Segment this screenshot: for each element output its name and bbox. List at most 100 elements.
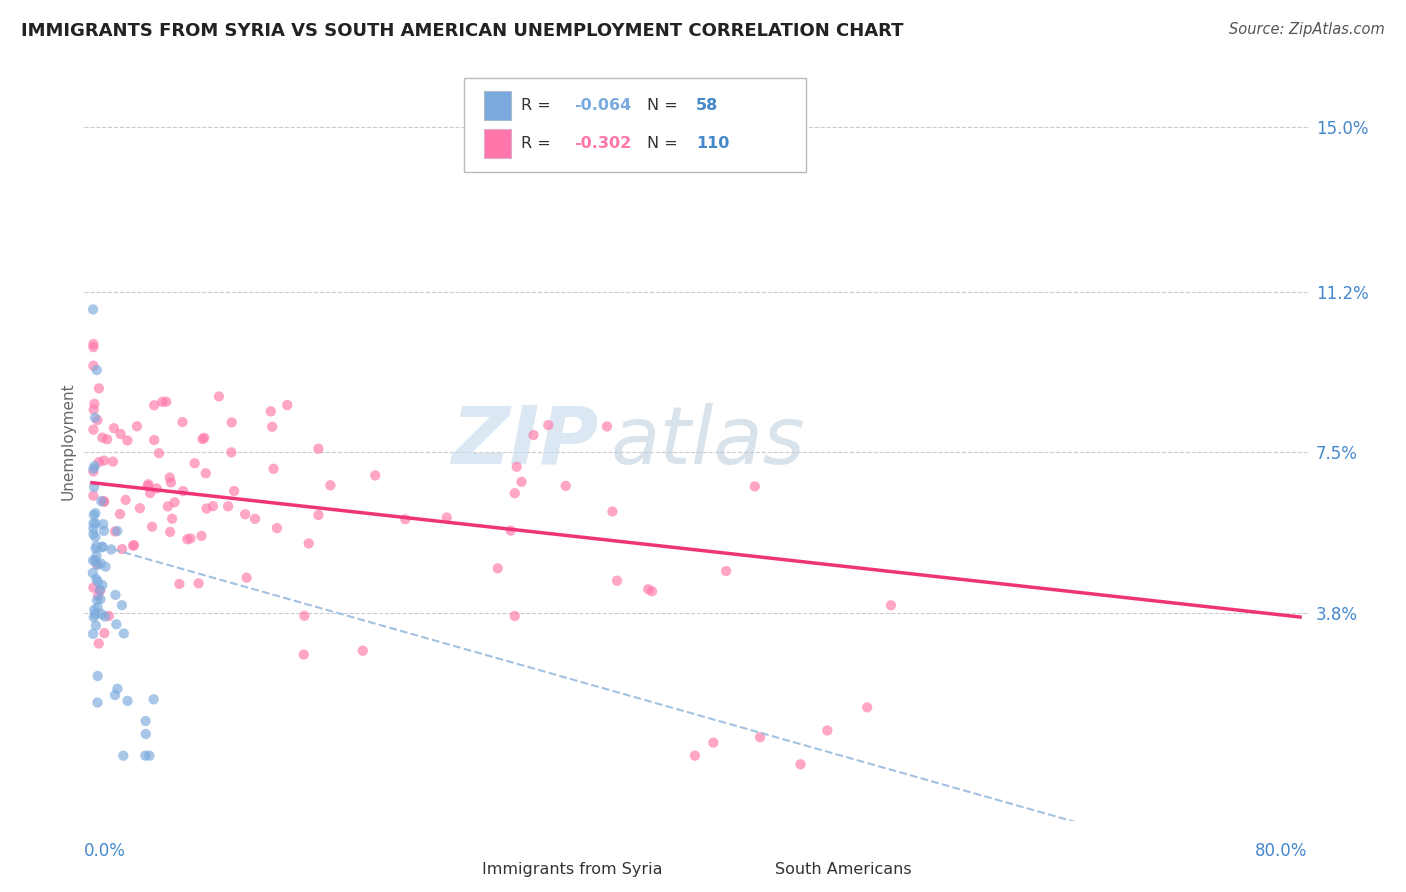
Point <box>224 484 246 499</box>
Point <box>138 748 160 763</box>
Point <box>499 524 522 538</box>
Point <box>86 413 108 427</box>
Point <box>87 455 110 469</box>
Text: N =: N = <box>647 98 683 113</box>
Text: R =: R = <box>522 98 555 113</box>
Point <box>243 512 266 526</box>
Point <box>86 593 108 607</box>
Text: ZIP: ZIP <box>451 402 598 481</box>
Point <box>537 418 560 433</box>
Point <box>208 389 231 403</box>
Point <box>150 394 173 409</box>
Point <box>856 700 879 714</box>
Point <box>86 669 108 683</box>
Point <box>139 486 162 500</box>
Point <box>191 432 214 446</box>
Point <box>82 489 104 503</box>
Point <box>82 516 104 531</box>
Point <box>298 536 321 550</box>
Point <box>82 553 104 567</box>
Point <box>505 459 527 474</box>
Point <box>94 559 117 574</box>
Point <box>90 607 112 621</box>
Point <box>172 415 194 429</box>
Point <box>87 636 110 650</box>
Point <box>260 404 283 418</box>
Point <box>156 500 179 514</box>
Point <box>235 571 257 585</box>
Point <box>84 607 107 622</box>
Point <box>104 524 127 539</box>
Point <box>134 748 156 763</box>
Point <box>83 603 105 617</box>
Point <box>82 461 104 475</box>
Point <box>112 748 135 763</box>
Text: 80.0%: 80.0% <box>1256 842 1308 860</box>
Point <box>702 736 724 750</box>
Point <box>292 648 315 662</box>
Text: Immigrants from Syria: Immigrants from Syria <box>482 863 662 878</box>
Text: R =: R = <box>522 136 555 151</box>
Point <box>183 456 205 470</box>
Point <box>111 599 134 613</box>
Point <box>101 455 124 469</box>
Point <box>84 530 107 544</box>
Text: 0.0%: 0.0% <box>84 842 127 860</box>
Point <box>82 340 104 354</box>
Point <box>91 540 114 554</box>
Point <box>117 434 139 448</box>
Point <box>87 381 110 395</box>
Point <box>114 492 136 507</box>
Text: -0.302: -0.302 <box>574 136 631 151</box>
FancyBboxPatch shape <box>738 859 766 884</box>
Point <box>503 608 526 623</box>
Point <box>104 688 127 702</box>
Point <box>83 610 105 624</box>
Point <box>294 608 316 623</box>
Point <box>276 398 298 412</box>
Point <box>135 727 157 741</box>
Point <box>789 757 811 772</box>
Point <box>148 446 170 460</box>
Point <box>89 582 111 597</box>
Point <box>169 577 191 591</box>
Point <box>201 499 224 513</box>
Point <box>86 558 108 572</box>
Point <box>96 433 118 447</box>
Point <box>503 486 526 500</box>
Point <box>160 475 183 490</box>
FancyBboxPatch shape <box>464 78 806 172</box>
Point <box>90 494 112 508</box>
Point <box>122 539 145 553</box>
Point <box>180 532 202 546</box>
Point <box>82 527 104 541</box>
Point <box>82 581 104 595</box>
Point <box>87 574 110 589</box>
Point <box>87 589 110 603</box>
Text: N =: N = <box>647 136 683 151</box>
Point <box>91 540 114 554</box>
Point <box>125 419 148 434</box>
Point <box>744 479 766 493</box>
Point <box>84 553 107 567</box>
Point <box>86 549 108 563</box>
Point <box>93 626 115 640</box>
Text: South Americans: South Americans <box>776 863 912 878</box>
Point <box>105 617 128 632</box>
Point <box>97 608 120 623</box>
Point <box>94 609 117 624</box>
Point <box>815 723 838 738</box>
Point <box>112 626 135 640</box>
Point <box>160 512 183 526</box>
Text: -0.064: -0.064 <box>574 98 631 113</box>
Point <box>84 506 107 520</box>
Text: Source: ZipAtlas.com: Source: ZipAtlas.com <box>1229 22 1385 37</box>
Point <box>522 428 544 442</box>
Point <box>110 427 132 442</box>
Point <box>83 397 105 411</box>
Point <box>880 599 903 613</box>
Point <box>352 643 374 657</box>
FancyBboxPatch shape <box>484 129 512 158</box>
Point <box>138 477 160 491</box>
Point <box>91 578 114 592</box>
